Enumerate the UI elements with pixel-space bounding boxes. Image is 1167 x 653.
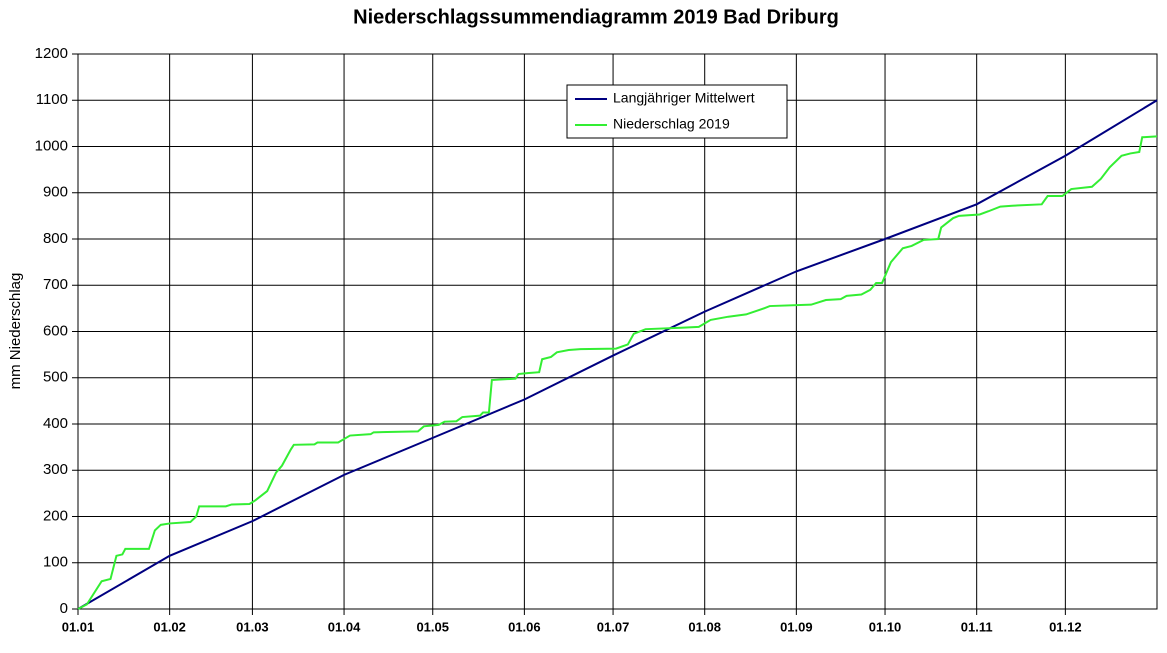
y-tick-label: 1100	[36, 91, 68, 108]
x-tick-label: 01.05	[416, 619, 449, 634]
y-tick-label: 100	[43, 554, 68, 571]
y-tick-label: 200	[43, 507, 68, 524]
x-tick-label: 01.07	[597, 619, 630, 634]
x-tick-label: 01.06	[508, 619, 541, 634]
x-tick-label: 01.04	[328, 619, 361, 634]
y-tick-label: 900	[43, 184, 68, 201]
legend-box	[566, 84, 788, 139]
x-tick-label: 01.03	[236, 619, 269, 634]
plot-border	[77, 53, 1158, 610]
legend-label: Niederschlag 2019	[613, 116, 730, 132]
y-tick-label: 500	[43, 369, 68, 386]
x-tick-label: 01.12	[1049, 619, 1082, 634]
y-tick-label: 700	[43, 276, 68, 293]
x-tick-label: 01.11	[961, 619, 993, 634]
y-axis-label: mm Niederschlag	[7, 273, 24, 390]
legend-label: Langjähriger Mittelwert	[613, 90, 755, 106]
series-line	[77, 99, 1158, 610]
y-tick-label: 400	[43, 415, 68, 432]
series-line	[77, 135, 1158, 610]
x-tick-label: 01.01	[62, 619, 95, 634]
x-tick-label: 01.08	[688, 619, 721, 634]
x-tick-label: 01.02	[153, 619, 186, 634]
x-tick-label: 01.10	[869, 619, 902, 634]
x-tick-label: 01.09	[780, 619, 813, 634]
y-tick-label: 600	[43, 322, 68, 339]
y-tick-label: 1000	[35, 137, 68, 154]
y-tick-label: 800	[43, 230, 68, 247]
y-tick-label: 300	[43, 461, 68, 478]
y-tick-label: 0	[60, 600, 68, 617]
chart-title: Niederschlagssummendiagramm 2019 Bad Dri…	[353, 6, 839, 28]
y-tick-label: 1200	[35, 45, 68, 62]
